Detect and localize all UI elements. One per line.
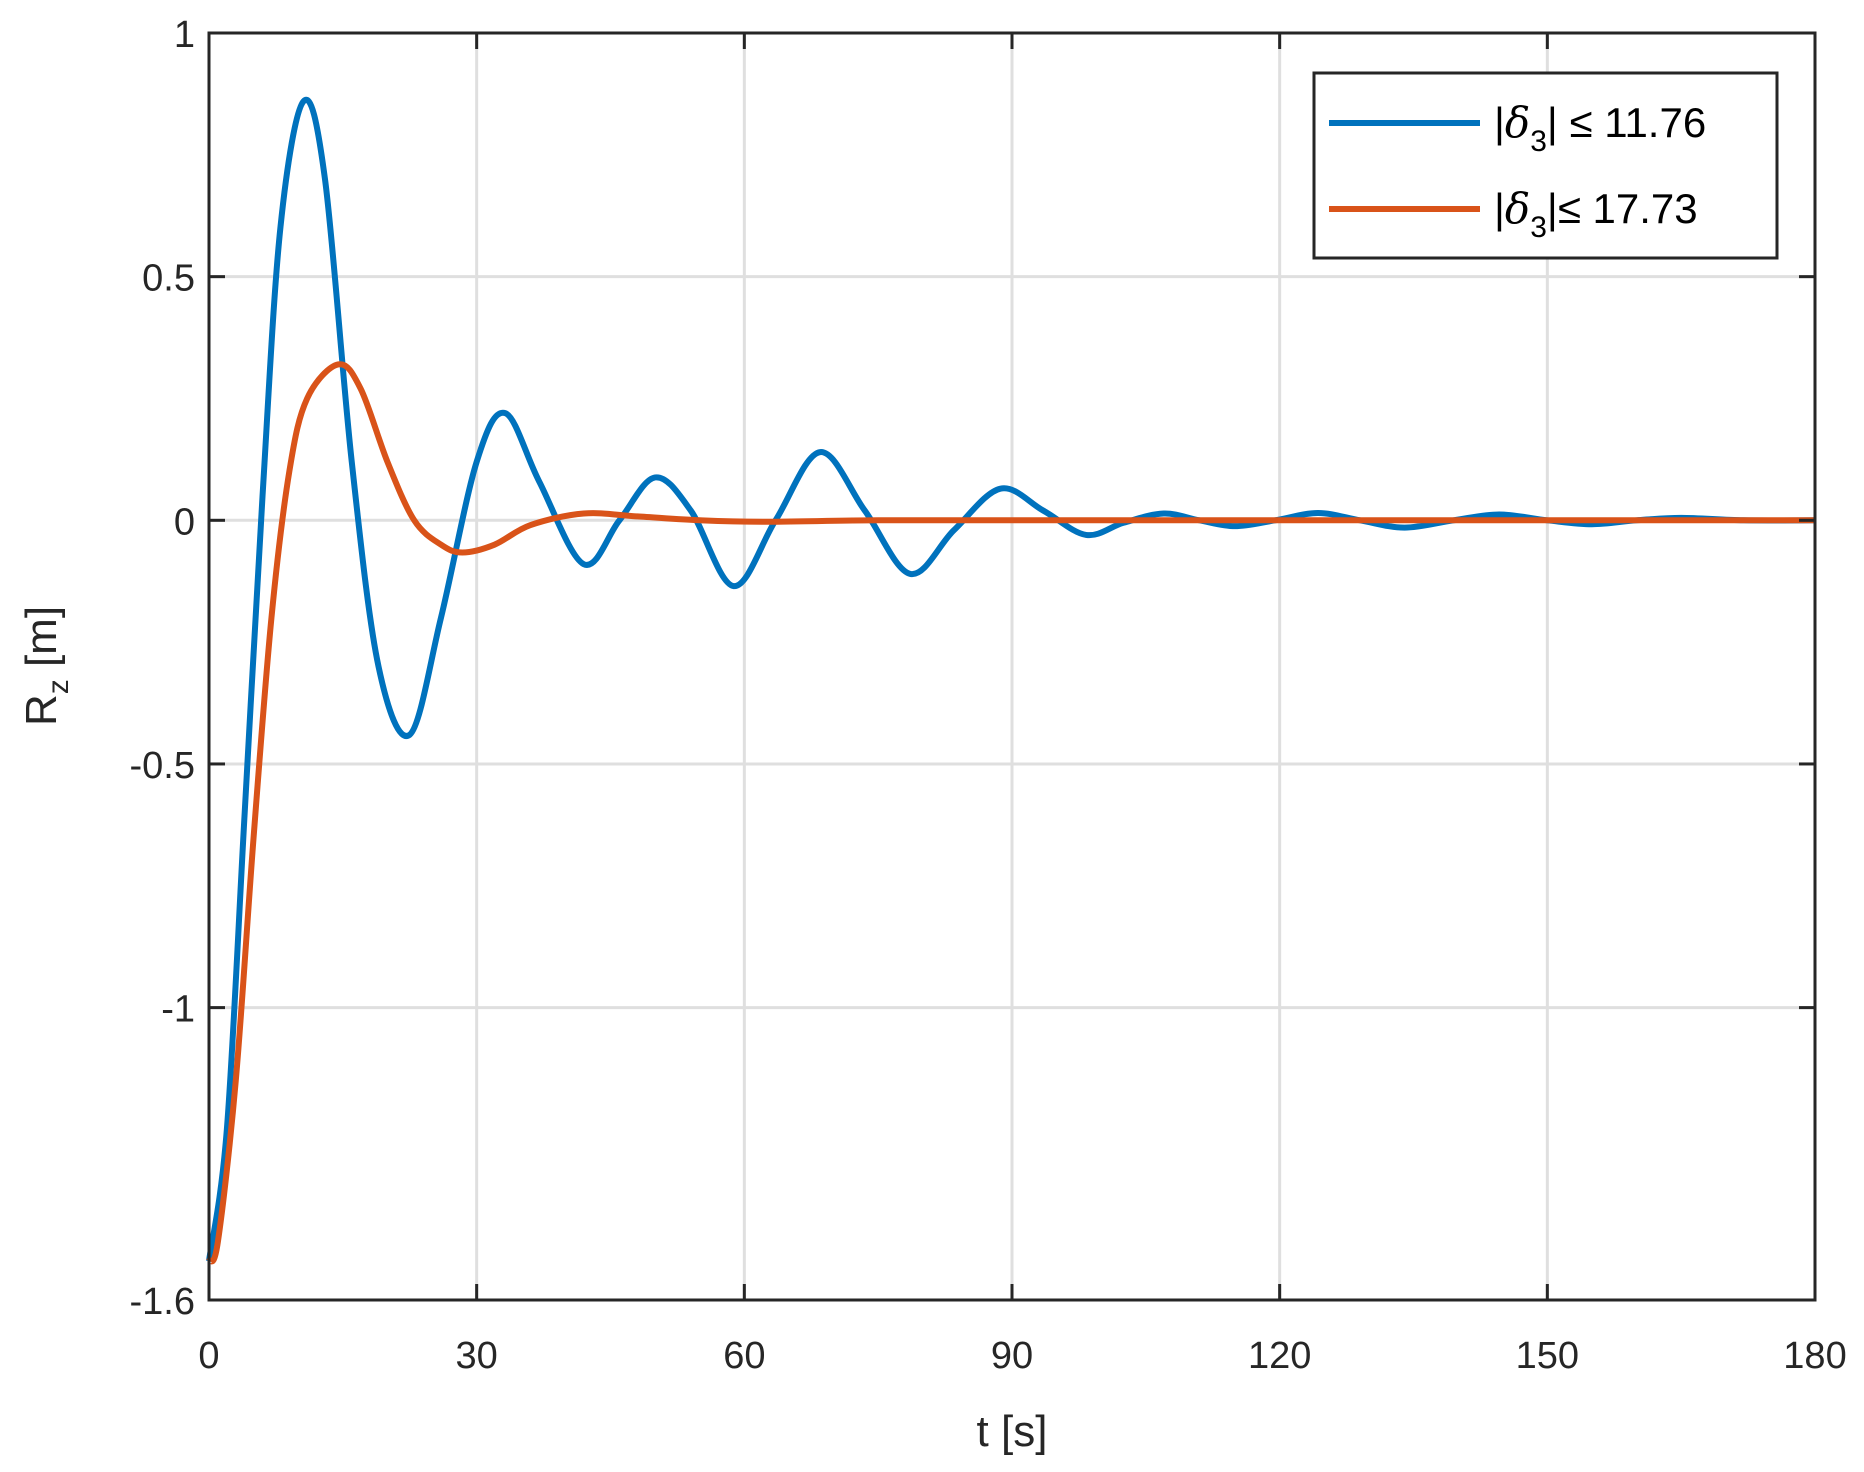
y-tick-label: 1 — [174, 14, 195, 56]
y-tick-label: -0.5 — [130, 745, 195, 787]
axes — [207, 31, 1817, 1302]
x-tick-labels: 0 30 60 90 120 150 180 — [198, 1335, 1846, 1377]
legend-item-1: |δ3| ≤ 11.76 — [1329, 98, 1706, 158]
y-tick-label: -1 — [161, 989, 195, 1031]
y-tick-labels: 1 0.5 0 -0.5 -1 -1.6 — [130, 14, 195, 1323]
x-tick-label: 0 — [198, 1335, 219, 1377]
legend-label: |δ3|≤ 17.73 — [1494, 184, 1698, 244]
x-axis-label: t [s] — [977, 1407, 1048, 1456]
y-tick-label: -1.6 — [130, 1281, 195, 1323]
y-axis-label-sub: z — [42, 679, 75, 694]
data-series — [206, 96, 1816, 1265]
y-axis-label-unit: [m] — [17, 606, 66, 679]
legend-box — [1312, 71, 1779, 260]
series-line-1 — [206, 96, 1816, 1262]
x-tick-label: 150 — [1516, 1335, 1579, 1377]
y-axis-label-main: R — [17, 694, 66, 726]
y-axis-label: Rz [m] — [17, 606, 75, 726]
legend-item-2: |δ3|≤ 17.73 — [1329, 184, 1698, 244]
x-tick-label: 30 — [456, 1335, 498, 1377]
legend: |δ3| ≤ 11.76 |δ3|≤ 17.73 — [1312, 71, 1779, 260]
x-tick-label: 60 — [723, 1335, 765, 1377]
legend-label: |δ3| ≤ 11.76 — [1494, 98, 1706, 158]
x-tick-label: 90 — [991, 1335, 1033, 1377]
series-line-2 — [206, 361, 1815, 1265]
x-tick-label: 180 — [1783, 1335, 1846, 1377]
y-tick-label: 0.5 — [142, 258, 195, 300]
y-tick-label: 0 — [174, 501, 195, 543]
grid-lines — [209, 33, 1815, 1300]
x-tick-label: 120 — [1248, 1335, 1311, 1377]
